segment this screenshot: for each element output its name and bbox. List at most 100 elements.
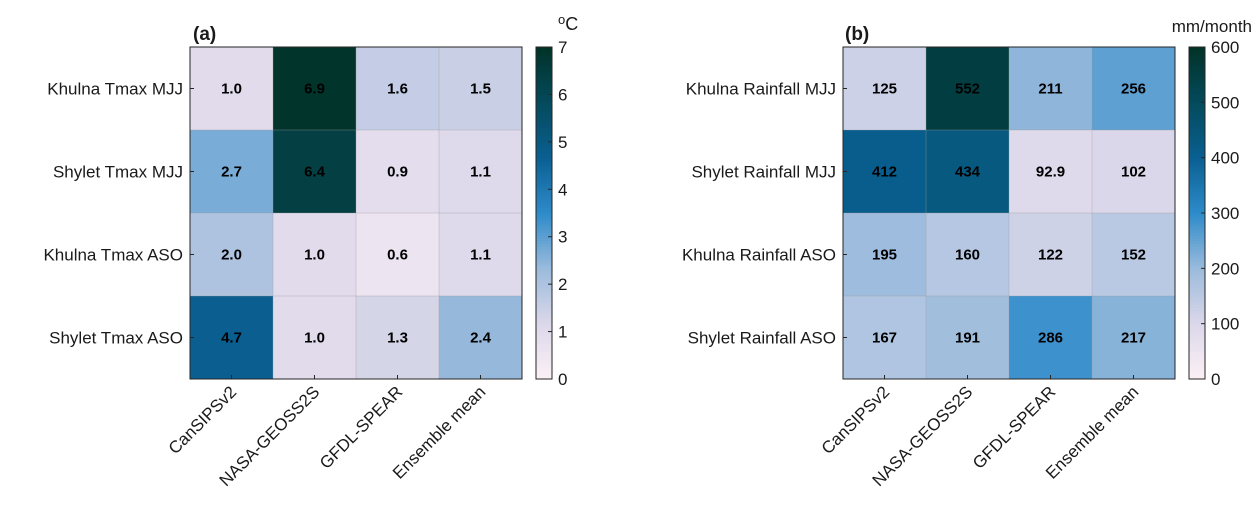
colorbar-slice	[1189, 157, 1205, 162]
heatmap-cell	[439, 130, 522, 213]
colorbar-slice	[536, 326, 552, 330]
colorbar-slice	[536, 260, 552, 264]
colorbar-slice	[1189, 273, 1205, 278]
colorbar-slice	[536, 82, 552, 87]
colorbar-slice	[536, 160, 552, 164]
colorbar-slice	[536, 168, 552, 173]
colorbar-slice	[536, 163, 552, 167]
colorbar-slice	[536, 165, 552, 170]
colorbar-slice	[536, 185, 552, 189]
colorbar-slice	[1189, 179, 1205, 184]
panel-a-label: (a)	[193, 24, 216, 45]
colorbar-slice	[1189, 304, 1205, 308]
colorbar-slice	[536, 80, 552, 84]
colorbar-slice	[1189, 320, 1205, 325]
panel-a-colorbar-unit: oC	[558, 12, 578, 34]
colorbar-slice	[536, 91, 552, 95]
cell-value-label: 195	[872, 247, 897, 264]
panel-b-row-labels: Khulna Rainfall MJJ Shylet Rainfall MJJ Kh…	[682, 80, 847, 348]
colorbar-slice	[1189, 235, 1205, 239]
colorbar-slice	[1189, 243, 1205, 247]
colorbar-slice	[536, 58, 552, 62]
colorbar-slice	[1189, 52, 1205, 56]
heatmap-cell	[1009, 296, 1092, 379]
colorbar-slice	[536, 265, 552, 269]
colorbar-slice	[536, 318, 552, 322]
colorbar-slice	[1189, 55, 1205, 59]
colorbar-slice	[536, 370, 552, 375]
cell-value-label: 552	[955, 81, 980, 98]
colorbar-slice	[1189, 69, 1205, 73]
colorbar-slice	[1189, 124, 1205, 128]
colorbar-slice	[1189, 229, 1205, 233]
row-label: Khulna Tmax ASO	[43, 246, 183, 265]
colorbar-slice	[536, 190, 552, 195]
colorbar-slice	[536, 143, 552, 148]
colorbar-slice	[1189, 74, 1205, 79]
colorbar-slice	[536, 315, 552, 319]
colorbar-slice	[536, 179, 552, 184]
panel-a-row-labels: Khulna Tmax MJJ Shylet Tmax MJJ Khulna Tma…	[43, 80, 194, 348]
colorbar-slice	[1189, 199, 1205, 203]
colorbar-slice	[1189, 102, 1205, 106]
colorbar-slice	[1189, 318, 1205, 322]
colorbar-slice	[1189, 99, 1205, 103]
colorbar-slice	[536, 55, 552, 59]
panel-a-unit-c: C	[565, 14, 578, 34]
colorbar-slice	[1189, 77, 1205, 81]
colorbar-slice	[1189, 224, 1205, 228]
colorbar-slice	[1189, 149, 1205, 153]
colorbar-slice	[536, 102, 552, 106]
colorbar-slice	[536, 69, 552, 73]
colorbar-slice	[1189, 257, 1205, 261]
colorbar-slice	[1189, 177, 1205, 181]
colorbar-slice	[536, 287, 552, 292]
colorbar-slice	[536, 343, 552, 347]
colorbar-slice	[536, 127, 552, 131]
colorbar-slice	[1189, 118, 1205, 123]
colorbar-slice	[1189, 237, 1205, 242]
colorbar-slice	[1189, 246, 1205, 250]
colorbar-slice	[536, 132, 552, 137]
colorbar-slice	[536, 354, 552, 358]
colorbar-slice	[1189, 116, 1205, 120]
heatmap-cell	[190, 213, 273, 296]
colorbar-slice	[536, 188, 552, 192]
colorbar-frame	[535, 46, 553, 380]
colorbar-slice	[536, 174, 552, 178]
colorbar-tick-label: 600	[1211, 38, 1239, 57]
colorbar-slice	[1189, 185, 1205, 189]
colorbar-tick-label: 0	[558, 370, 567, 389]
colorbar-slice	[1189, 262, 1205, 267]
colorbar-slice	[1189, 290, 1205, 294]
colorbar-slice	[1189, 71, 1205, 76]
colorbar-slice	[1189, 362, 1205, 366]
colorbar-slice	[536, 356, 552, 361]
colorbar-slice	[536, 218, 552, 222]
heatmap-cell	[439, 47, 522, 130]
colorbar-slice	[536, 63, 552, 67]
panel-b-colorbar: 0 100 200 300 400 500 600	[1188, 38, 1239, 389]
cell-value-label: 2.4	[470, 330, 492, 347]
colorbar-slice	[536, 196, 552, 200]
colorbar-slice	[536, 199, 552, 203]
row-label: Shylet Rainfall ASO	[688, 329, 836, 348]
colorbar-slice	[1189, 135, 1205, 139]
colorbar-slice	[536, 359, 552, 363]
colorbar-slice	[536, 221, 552, 225]
colorbar-slice	[536, 307, 552, 311]
colorbar-slice	[1189, 105, 1205, 109]
cell-value-label: 1.0	[221, 81, 242, 98]
colorbar-slice	[536, 77, 552, 81]
colorbar-slice	[536, 207, 552, 211]
colorbar-slice	[536, 373, 552, 377]
colorbar-slice	[1189, 49, 1205, 54]
colorbar-slice	[536, 60, 552, 65]
colorbar-slice	[1189, 168, 1205, 173]
colorbar-slice	[1189, 329, 1205, 333]
colorbar-slice	[536, 365, 552, 369]
colorbar-slice	[1189, 323, 1205, 328]
colorbar-slice	[1189, 201, 1205, 206]
colorbar-slice	[1189, 373, 1205, 377]
colorbar-slice	[1189, 343, 1205, 347]
